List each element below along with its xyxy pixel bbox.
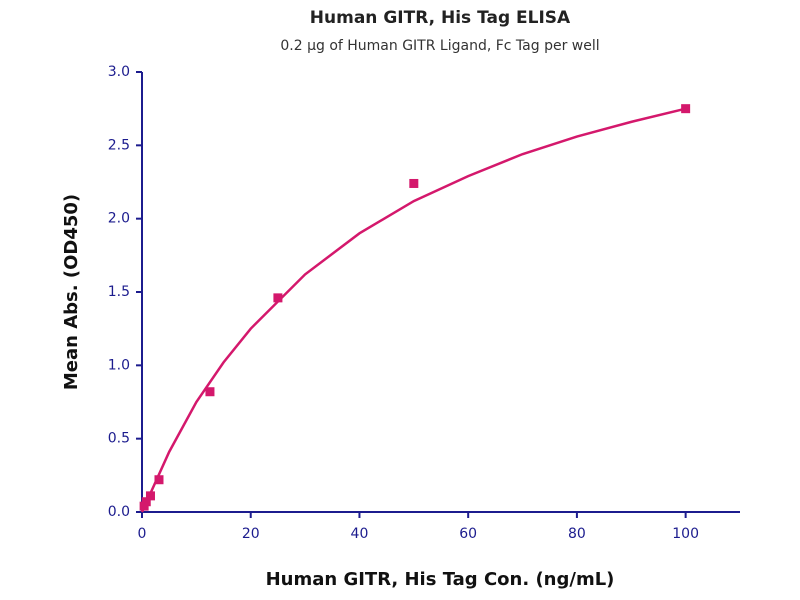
y-tick-label: 2.0: [108, 211, 130, 227]
chart-subtitle: 0.2 µg of Human GITR Ligand, Fc Tag per …: [280, 38, 599, 54]
y-tick-label: 0.0: [108, 504, 130, 520]
y-tick-label: 3.0: [108, 64, 130, 80]
y-axis-label: Mean Abs. (OD450): [61, 194, 82, 390]
data-point: [273, 293, 283, 303]
chart-title: Human GITR, His Tag ELISA: [310, 8, 571, 28]
fit-curve: [140, 107, 686, 513]
data-point: [409, 178, 419, 188]
y-tick-label: 0.5: [108, 431, 130, 447]
data-point: [205, 387, 215, 397]
y-tick-label: 1.5: [108, 284, 130, 300]
x-tick-label: 0: [138, 526, 147, 542]
data-point: [154, 475, 164, 485]
x-tick-label: 40: [351, 526, 369, 542]
y-tick-label: 1.0: [108, 357, 130, 373]
x-tick-label: 100: [672, 526, 699, 542]
x-tick-label: 60: [459, 526, 477, 542]
x-axis-label: Human GITR, His Tag Con. (ng/mL): [266, 569, 615, 590]
y-tick-label: 2.5: [108, 137, 130, 153]
x-tick-label: 20: [242, 526, 260, 542]
x-tick-label: 80: [568, 526, 586, 542]
